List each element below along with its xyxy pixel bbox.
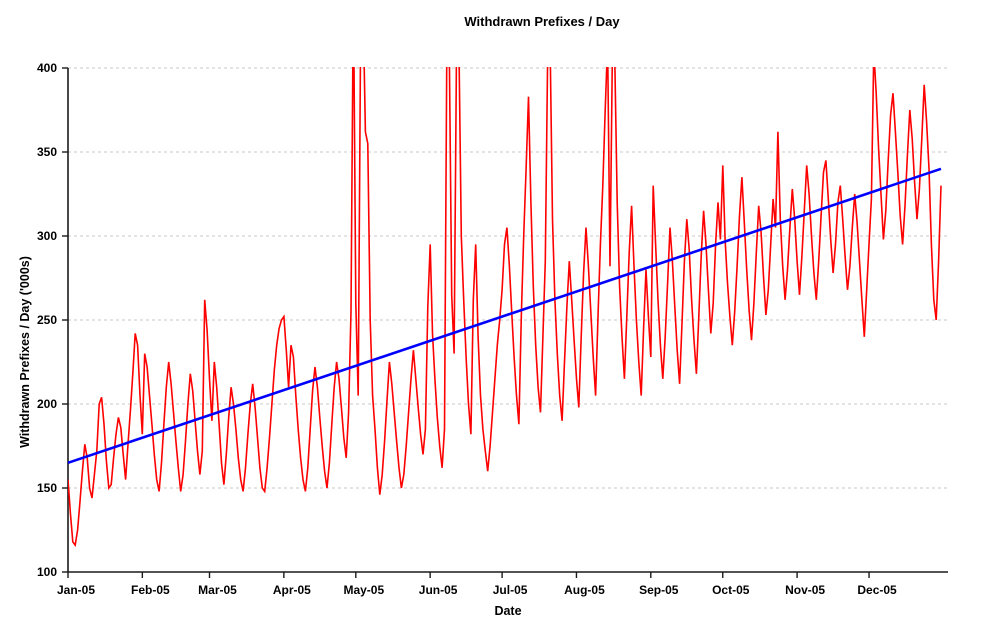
x-tick-label: Jan-05 [57, 583, 95, 597]
x-tick-label: Sep-05 [639, 583, 679, 597]
y-tick-label: 250 [37, 313, 57, 327]
daily-series-line [68, 67, 942, 548]
x-tick-label: Jun-05 [419, 583, 458, 597]
x-tick-label: Dec-05 [857, 583, 897, 597]
y-tick-label: 150 [37, 481, 57, 495]
y-tick-label: 100 [37, 565, 57, 579]
x-tick-label: Aug-05 [564, 583, 605, 597]
x-axis-title: Date [494, 604, 522, 618]
x-tick-label: Nov-05 [785, 583, 825, 597]
x-tick-label: Apr-05 [273, 583, 311, 597]
trend-line [67, 167, 942, 465]
y-tick-label: 350 [37, 145, 57, 159]
x-tick-label: May-05 [343, 583, 384, 597]
x-tick-label: Feb-05 [131, 583, 170, 597]
x-tick-label: Mar-05 [198, 583, 237, 597]
x-tick-label: Oct-05 [712, 583, 750, 597]
chart-title: Withdrawn Prefixes / Day [464, 14, 620, 29]
y-tick-label: 200 [37, 397, 57, 411]
x-tick-label: Jul-05 [493, 583, 528, 597]
y-tick-label: 300 [37, 229, 57, 243]
y-tick-label: 400 [37, 61, 57, 75]
